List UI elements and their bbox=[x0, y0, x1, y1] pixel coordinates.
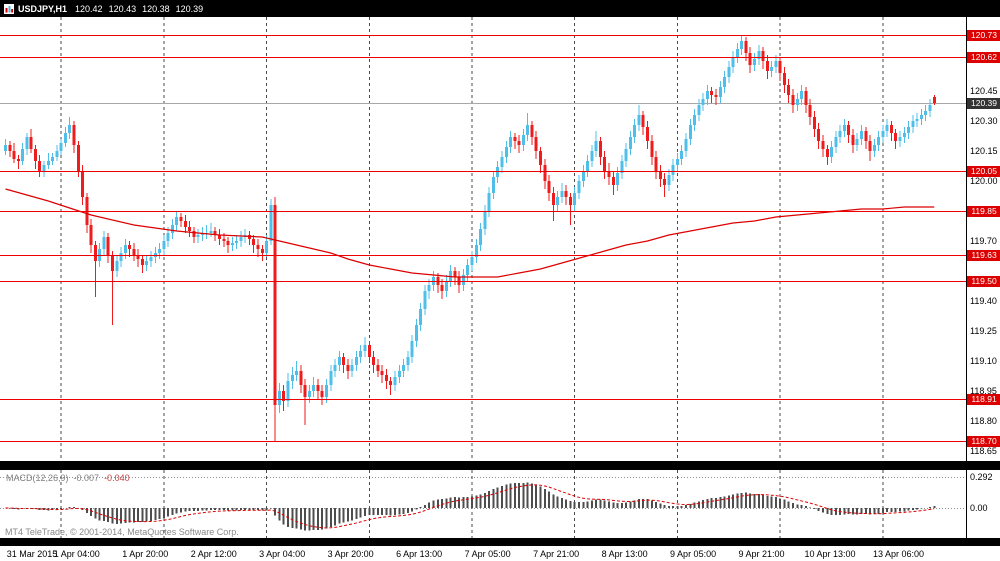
time-axis-label: 1 Apr 20:00 bbox=[122, 549, 169, 559]
price-axis-label: 119.10 bbox=[970, 356, 997, 366]
macd-value: -0.007 bbox=[73, 473, 100, 483]
time-axis-label: 9 Apr 05:00 bbox=[670, 549, 717, 559]
price-axis-label: 119.70 bbox=[970, 236, 997, 246]
price-axis-label: 118.80 bbox=[970, 416, 997, 426]
time-axis-label: 10 Apr 13:00 bbox=[804, 549, 856, 559]
chart-icon bbox=[4, 3, 14, 14]
price-axis-label: 120.30 bbox=[970, 116, 998, 126]
price-axis-label: 120.45 bbox=[970, 86, 998, 96]
copyright-text: MT4 TeleTrade, © 2001-2014, MetaQuotes S… bbox=[5, 527, 239, 537]
macd-signal-value: -0.040 bbox=[104, 473, 130, 483]
time-axis[interactable]: 31 Mar 2015 1 Apr 04:00 1 Apr 20:00 2 Apr 1… bbox=[0, 546, 1000, 561]
price-level-badge: 120.05 bbox=[967, 165, 1000, 177]
price-axis-label: 120.15 bbox=[970, 146, 998, 156]
time-axis-label: 7 Apr 05:00 bbox=[464, 549, 511, 559]
quote-close: 120.39 bbox=[175, 3, 204, 14]
pane-resize-handle[interactable] bbox=[0, 461, 1000, 470]
quote-open: 120.42 bbox=[75, 3, 103, 14]
time-axis-label: 1 Apr 04:00 bbox=[53, 549, 100, 559]
price-level-badge: 118.91 bbox=[967, 393, 1000, 405]
quote-low: 120.38 bbox=[142, 3, 170, 14]
price-chart-pane[interactable] bbox=[0, 17, 966, 461]
price-axis-label: 119.40 bbox=[970, 296, 997, 306]
symbol-timeframe-label: USDJPY,H1 bbox=[18, 3, 68, 14]
macd-axis-label: 0.292 bbox=[970, 472, 993, 482]
price-axis[interactable]: 120.45 120.30 120.15 120.00 119.70 119.40 119.… bbox=[966, 17, 1000, 461]
time-axis-label: 13 Apr 06:00 bbox=[872, 549, 925, 559]
macd-indicator-pane[interactable]: MACD(12,26,9) -0.007 -0.040 MT4 TeleTrade,… bbox=[0, 470, 966, 538]
macd-name: MACD(12,26,9) bbox=[6, 473, 69, 483]
time-axis-label: 2 Apr 12:00 bbox=[190, 549, 237, 559]
price-axis-label: 118.95 bbox=[970, 386, 997, 396]
price-level-badge: 118.70 bbox=[967, 435, 1000, 447]
bid-price-badge: 120.39 bbox=[967, 97, 1000, 109]
price-axis-label: 119.25 bbox=[970, 326, 997, 336]
quote-high: 120.43 bbox=[108, 3, 137, 14]
price-level-badge: 119.85 bbox=[967, 205, 1000, 217]
time-axis-label: 9 Apr 21:00 bbox=[738, 549, 785, 559]
macd-indicator-label: MACD(12,26,9) -0.007 -0.040 bbox=[6, 473, 130, 483]
time-axis-label: 6 Apr 13:00 bbox=[396, 549, 443, 559]
axis-separator bbox=[0, 538, 1000, 546]
price-level-badge: 119.50 bbox=[967, 275, 1000, 287]
price-axis-label: 120.00 bbox=[970, 176, 998, 186]
time-axis-label: 7 Apr 21:00 bbox=[533, 549, 580, 559]
time-axis-label: 8 Apr 13:00 bbox=[601, 549, 648, 559]
macd-axis[interactable]: 0.292 0.00 bbox=[966, 470, 1000, 538]
time-axis-label: 3 Apr 04:00 bbox=[259, 549, 306, 559]
price-level-badge: 120.62 bbox=[967, 51, 1000, 63]
time-axis-label: 31 Mar 2015 bbox=[6, 549, 58, 559]
price-level-badge: 119.63 bbox=[967, 249, 1000, 261]
macd-axis-label: 0.00 bbox=[970, 503, 988, 513]
price-axis-label: 118.65 bbox=[970, 446, 997, 456]
price-level-badge: 120.73 bbox=[967, 29, 1000, 41]
time-axis-label: 3 Apr 20:00 bbox=[327, 549, 374, 559]
chart-title-bar: USDJPY,H1 120.42 120.43 120.38 120.39 bbox=[0, 0, 1000, 17]
